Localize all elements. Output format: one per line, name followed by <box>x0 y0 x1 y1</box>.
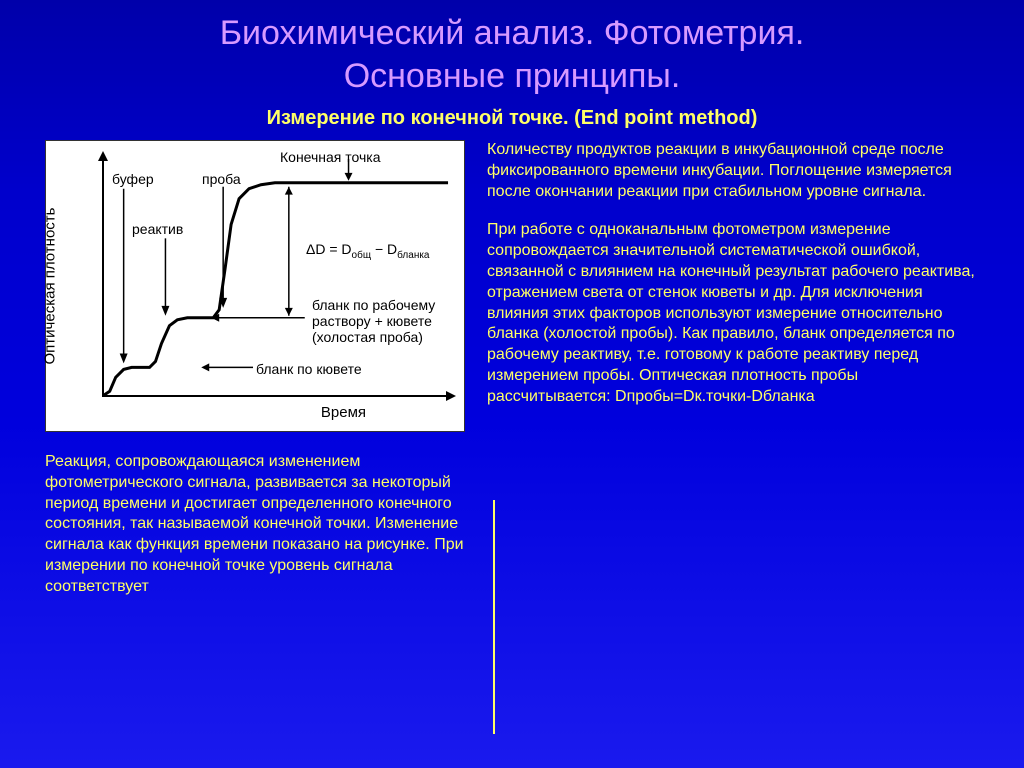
blank-sol-l1: бланк по рабочему <box>312 297 435 313</box>
title-line-1: Биохимический анализ. Фотометрия. <box>220 14 805 52</box>
right-paragraph-1: Количеству продуктов реакции в инкубацио… <box>487 140 979 202</box>
chart-curve-svg <box>54 149 456 423</box>
content-columns: Оптическая плотность Время <box>0 140 1024 598</box>
left-paragraph: Реакция, сопровождающаяся изменением фот… <box>45 452 465 598</box>
buffer-arrow-head-icon <box>120 354 128 364</box>
formula-delta: ΔD = Dобщ − Dбланка <box>306 241 430 261</box>
slide-subtitle: Измерение по конечной точке. (End point … <box>0 107 1024 130</box>
delta-arrow-down-icon <box>285 308 293 316</box>
label-sample: проба <box>202 171 241 187</box>
right-column: Количеству продуктов реакции в инкубацио… <box>487 140 979 598</box>
blank-cuvette-arrow-head-icon <box>201 363 209 371</box>
label-blank-solution: бланк по рабочему раствору + кювете (хол… <box>312 297 435 345</box>
reagent-arrow-head-icon <box>161 306 169 316</box>
endpoint-chart: Оптическая плотность Время <box>45 140 465 432</box>
blank-sol-l2: раствору + кювете <box>312 313 432 329</box>
slide-root: Биохимический анализ. Фотометрия. Основн… <box>0 0 1024 768</box>
right-paragraph-2: При работе с одноканальным фотометром из… <box>487 220 979 407</box>
column-divider <box>493 500 495 734</box>
label-endpoint: Конечная точка <box>280 149 381 165</box>
chart-inner: Оптическая плотность Время <box>54 149 456 423</box>
delta-arrow-up-icon <box>285 187 293 195</box>
label-buffer: буфер <box>112 171 154 187</box>
endpoint-arrow-head-icon <box>345 173 353 181</box>
left-column: Оптическая плотность Время <box>45 140 465 598</box>
title-line-2: Основные принципы. <box>344 57 681 95</box>
blank-sol-l3: (холостая проба) <box>312 329 423 345</box>
label-blank-cuvette: бланк по кювете <box>256 361 362 377</box>
label-reagent: реактив <box>132 221 183 237</box>
slide-title: Биохимический анализ. Фотометрия. Основн… <box>0 0 1024 101</box>
